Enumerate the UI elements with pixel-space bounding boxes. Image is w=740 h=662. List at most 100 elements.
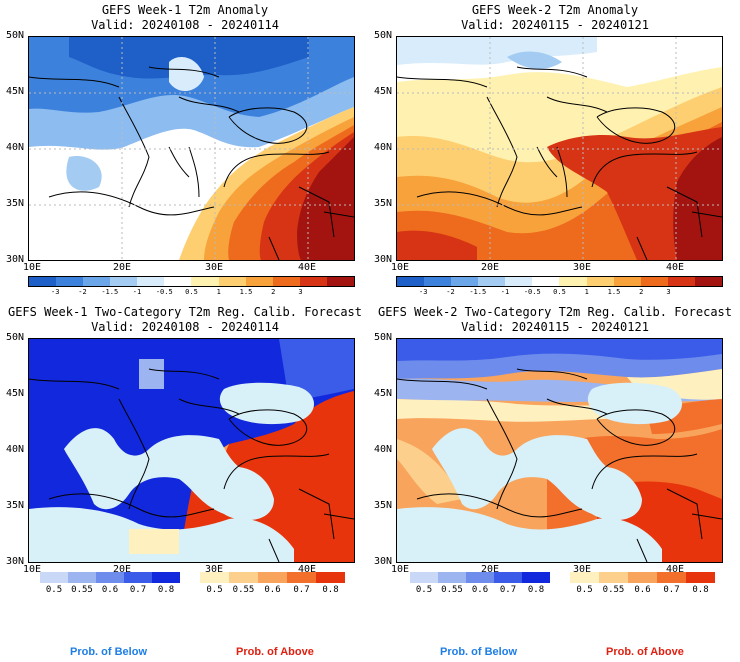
lon-label: 40E [665,262,685,273]
above-colorbar [200,572,345,583]
colorbar-swatch [229,572,258,583]
panel-title: GEFS Week-2 T2m Anomaly [471,3,639,17]
lat-label: 50N [6,30,25,41]
colorbar-tick-label: -1.5 [101,288,119,296]
colorbar-swatch [494,572,522,583]
colorbar-tick-label: 0.6 [471,585,489,595]
colorbar-tick-label: -3 [51,288,60,296]
prob-below-label: Prob. of Below [440,646,517,658]
below-colorbar-labels: 0.5 0.55 0.6 0.7 0.8 [40,585,180,595]
colorbar-tick-label: 0.6 [264,585,281,595]
colorbar-tick-label: 0.5 [553,288,566,296]
lon-label: 30E [204,564,224,575]
colorbar-tick-label: 1 [584,288,589,296]
lat-label: 35N [374,500,393,511]
colorbar-swatch [410,572,438,583]
panel-subtitle: Valid: 20240108 - 20240114 [91,320,279,334]
anomaly-map [28,36,355,261]
colorbar-tick-label: 0.6 [634,585,651,595]
colorbar-swatch [532,277,560,286]
colorbar-tick-label: -1 [132,288,142,296]
lat-label: 35N [6,500,25,511]
below-colorbar [410,572,550,583]
lat-label: 40N [374,142,393,153]
colorbar-swatch [40,572,68,583]
lon-label: 20E [480,564,500,575]
panel-subtitle: Valid: 20240108 - 20240114 [91,18,279,32]
colorbar-swatch [586,277,614,286]
colorbar-swatch [694,277,722,286]
colorbar-swatch [397,277,425,286]
lon-label: 20E [480,262,500,273]
lon-label: 10E [390,262,410,273]
colorbar-tick-label: 1 [216,288,221,296]
colorbar-swatch [68,572,96,583]
lat-label: 45N [374,86,393,97]
colorbar-swatch [56,277,84,286]
anomaly-colorbar [28,276,355,287]
colorbar-swatch [258,572,287,583]
probability-map-graphic [29,339,354,562]
colorbar-tick-label: 0.7 [129,585,147,595]
colorbar-tick-label: 0.55 [441,585,463,595]
probability-map [396,338,723,563]
lon-label: 30E [572,262,592,273]
lat-label: 45N [6,86,25,97]
lat-label: 50N [374,332,393,343]
below-colorbar [40,572,180,583]
colorbar-swatch [505,277,533,286]
anomaly-colorbar-labels: -3 -2 -1.5 -1 -0.5 0.5 1 1.5 2 3 [396,288,723,298]
lat-label: 30N [374,254,393,265]
colorbar-tick-label: 0.7 [663,585,680,595]
colorbar-swatch [124,572,152,583]
panel-subtitle: Valid: 20240115 - 20240121 [461,18,649,32]
anomaly-colorbar-labels: -3 -2 -1.5 -1 -0.5 0.5 1 1.5 2 3 [28,288,355,298]
lon-label: 10E [22,564,42,575]
lon-label: 30E [572,564,592,575]
colorbar-swatch [137,277,165,286]
colorbar-swatch [559,277,587,286]
colorbar-swatch [686,572,715,583]
colorbar-swatch [640,277,668,286]
colorbar-swatch [478,277,506,286]
colorbar-tick-label: 0.55 [602,585,625,595]
colorbar-swatch [218,277,246,286]
colorbar-tick-label: 0.6 [101,585,119,595]
lat-label: 40N [374,444,393,455]
colorbar-tick-label: 0.5 [576,585,593,595]
colorbar-tick-label: 0.55 [71,585,93,595]
colorbar-tick-label: -1.5 [469,288,487,296]
colorbar-tick-label: -2 [78,288,87,296]
colorbar-swatch [29,277,57,286]
colorbar-tick-label: 0.5 [45,585,63,595]
colorbar-tick-label: 1.5 [607,288,621,296]
colorbar-swatch [424,277,452,286]
colorbar-tick-label: 0.7 [499,585,517,595]
above-colorbar-labels: 0.5 0.55 0.6 0.7 0.8 [570,585,715,595]
lon-label: 40E [297,564,317,575]
lat-label: 35N [374,198,393,209]
anomaly-map-graphic [29,37,354,260]
above-colorbar [570,572,715,583]
colorbar-swatch [299,277,327,286]
lon-label: 20E [112,262,132,273]
prob-above-label: Prob. of Above [606,646,684,658]
lat-label: 35N [6,198,25,209]
lon-label: 40E [297,262,317,273]
lat-label: 45N [6,388,25,399]
colorbar-swatch [164,277,192,286]
lon-label: 10E [390,564,410,575]
colorbar-tick-label: -3 [419,288,428,296]
panel-week1-probability: GEFS Week-1 Two-Category T2m Reg. Calib.… [0,300,370,600]
lon-label: 40E [665,564,685,575]
below-colorbar-labels: 0.5 0.55 0.6 0.7 0.8 [410,585,550,595]
lat-label: 50N [6,332,25,343]
colorbar-swatch [667,277,695,286]
colorbar-tick-label: 0.8 [157,585,175,595]
colorbar-tick-label: 0.55 [232,585,255,595]
lat-label: 40N [6,444,25,455]
anomaly-map [396,36,723,261]
colorbar-tick-label: 0.8 [692,585,709,595]
colorbar-tick-label: -1 [500,288,510,296]
above-colorbar-labels: 0.5 0.55 0.6 0.7 0.8 [200,585,345,595]
